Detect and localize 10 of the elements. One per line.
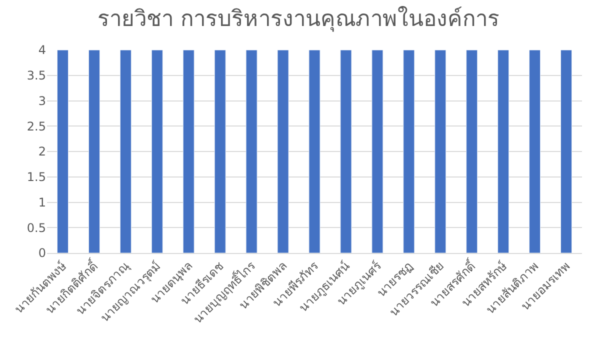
y-tick-label: 2.5 xyxy=(26,119,46,134)
y-tick-label: 4 xyxy=(38,43,46,58)
chart-title: รายวิชา การบริหารงานคุณภาพในองค์การ xyxy=(98,6,500,32)
y-tick-label: 0 xyxy=(38,246,46,260)
y-tick-label: 1 xyxy=(38,195,46,210)
y-tick-label: 3 xyxy=(38,94,46,108)
y-tick-label: 2 xyxy=(38,144,46,159)
y-tick-label: 1.5 xyxy=(26,170,46,184)
y-tick-label: 0.5 xyxy=(26,220,46,235)
y-tick-label: 3.5 xyxy=(26,68,46,83)
